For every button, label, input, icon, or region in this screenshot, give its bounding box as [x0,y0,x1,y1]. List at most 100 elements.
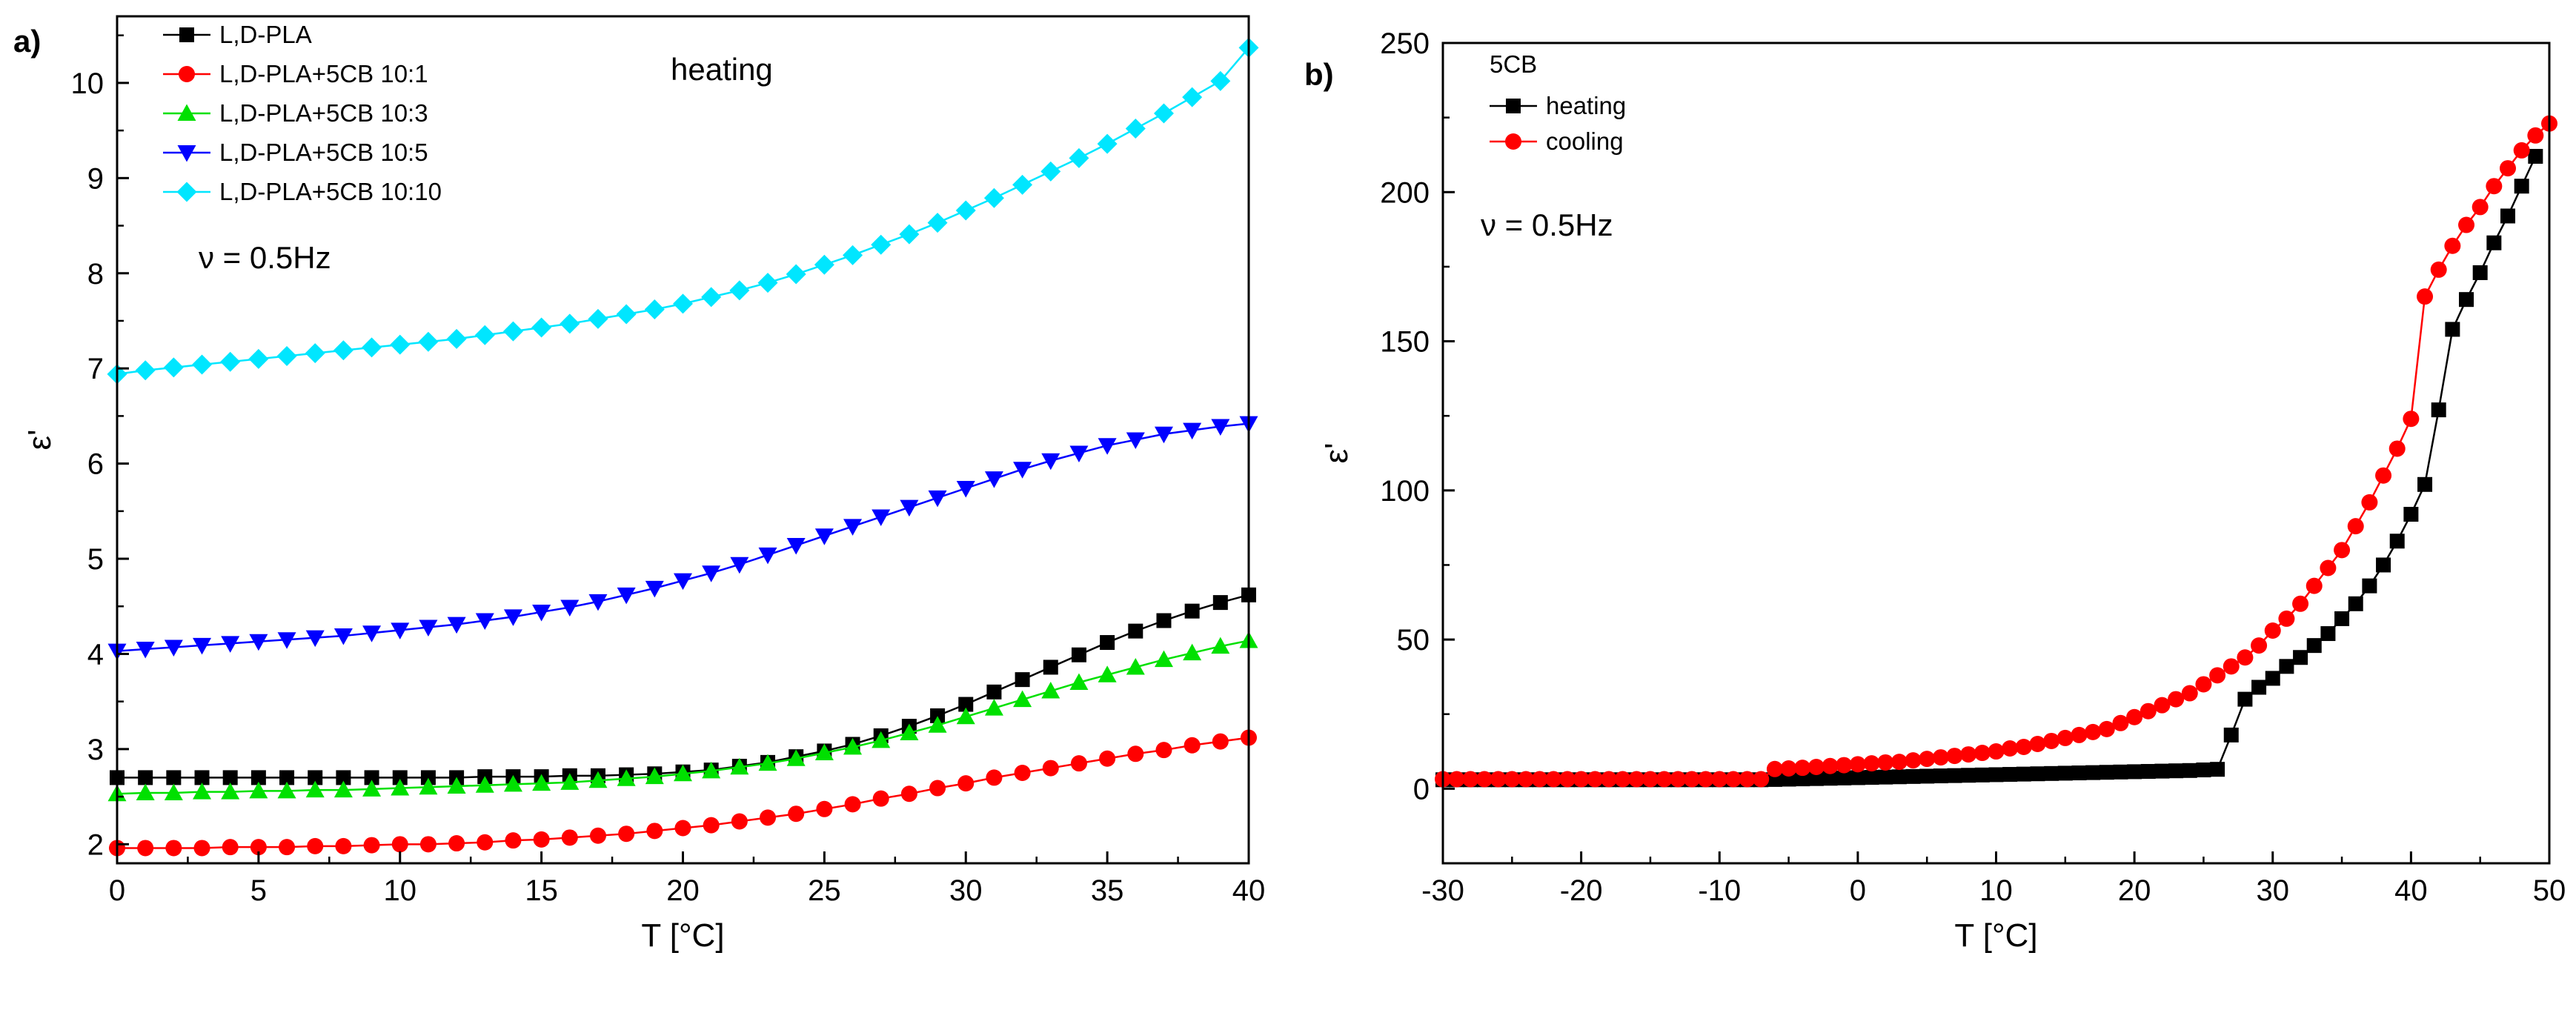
data-point [1097,133,1118,154]
legend-marker [177,104,196,121]
panel-label: a) [13,24,41,59]
data-point [872,790,889,807]
data-point [2292,595,2309,612]
data-point [448,835,465,852]
data-point [929,780,946,797]
data-point [1933,768,1948,784]
data-point [1891,769,1907,785]
series-line-l-d-pla-5cb-10-10 [116,47,1249,376]
data-point [1071,647,1086,662]
data-point [560,599,580,617]
x-axis-title: T [°C] [641,917,724,954]
data-point [1014,764,1031,781]
data-point [843,737,863,755]
data-point [1126,432,1145,449]
data-point [1490,771,1507,788]
data-point [1126,657,1145,675]
data-point [1183,643,1202,661]
data-point [758,754,777,771]
data-point [362,337,382,358]
data-point [193,840,210,857]
data-point [1683,771,1700,788]
data-point [2029,735,2046,752]
legend-entry-label: L,D-PLA+5CB 10:5 [219,139,428,166]
data-point [1794,760,1811,777]
legend-entry-label: cooling [1546,127,1624,155]
data-point [1212,733,1229,750]
series-line-heating [1443,156,2537,781]
data-point [730,557,749,574]
legend-marker [1506,99,1521,113]
data-point [1531,771,1548,788]
data-point [1099,750,1116,767]
data-point [1153,103,1174,124]
data-point [447,617,466,634]
annotation-text: ν = 0.5Hz [1481,207,1613,242]
data-point [2098,720,2115,737]
y-axis-title: ε' [21,429,58,450]
data-point [1641,771,1659,788]
legend-marker [179,27,194,42]
data-point [192,354,213,375]
data-point [928,716,947,733]
data-point [532,774,551,791]
legend-entry-label: L,D-PLA+5CB 10:10 [219,178,442,205]
data-point [2376,557,2391,573]
data-point [1127,745,1144,763]
data-point [2472,199,2489,216]
data-point [1125,119,1146,139]
data-point [276,345,297,366]
data-point [1822,771,1838,786]
x-tick-label: 5 [250,874,267,907]
data-point [645,580,664,598]
data-point [250,839,267,856]
legend-marker [1505,133,1521,150]
data-point [2361,494,2378,511]
data-point [1697,771,1714,788]
data-point [2417,476,2433,492]
data-point [1739,771,1756,788]
data-point [2486,235,2502,250]
data-point [2154,763,2170,779]
data-point [2071,726,2088,743]
data-point [193,783,212,800]
data-point [2237,691,2253,707]
data-point [2057,765,2073,781]
data-point [2389,534,2405,549]
chart-panel-b: -30 -20 -10 0 10 20 30 40 50 0 50 100 150 200 250 T [°C… [1304,27,2566,954]
data-point [2223,727,2239,742]
data-point [1012,174,1033,195]
data-point [277,632,296,649]
data-point [1211,637,1230,654]
data-point [1041,682,1060,699]
data-point [2362,578,2377,594]
data-point [305,630,325,648]
data-point [1795,771,1810,787]
data-point [333,780,353,798]
data-point [984,699,1003,716]
data-point [616,304,637,325]
data-point [2278,610,2295,627]
data-point [1154,426,1173,444]
data-point [1154,650,1173,668]
data-point [362,625,382,642]
data-point [279,839,296,856]
data-point [420,770,436,785]
data-point [2486,178,2503,195]
data-point [2251,680,2267,695]
data-point [2347,518,2364,535]
legend: 5CB heating cooling [1490,50,1626,155]
data-point [2431,402,2446,418]
data-point [333,340,353,361]
data-point [2016,766,2031,782]
data-point [729,280,750,301]
data-point [1156,613,1172,628]
data-point [1932,749,1949,766]
y-tick-label: 200 [1380,176,1430,209]
x-tick-label: 20 [2118,874,2151,907]
data-point [1961,768,1976,783]
data-point [308,770,323,785]
data-point [701,287,722,308]
data-point [220,351,241,372]
